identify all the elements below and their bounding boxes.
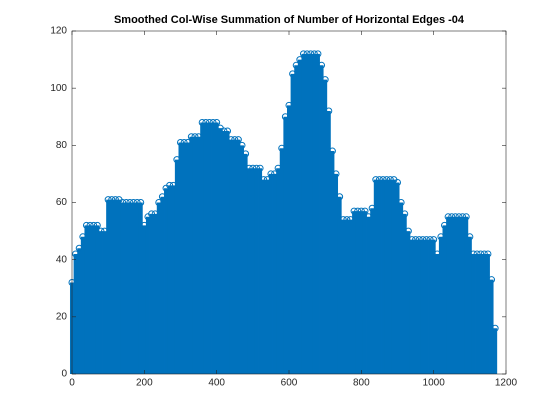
x-tick-label: 400: [208, 378, 225, 389]
x-tick-label: 800: [353, 378, 370, 389]
stem-marker: [224, 127, 232, 135]
stem-marker: [336, 193, 344, 201]
stem-marker: [430, 236, 438, 244]
stem-marker: [325, 107, 333, 115]
stem-marker: [484, 250, 492, 258]
stem-marker: [397, 199, 405, 206]
stem-marker: [404, 227, 412, 235]
x-tick-label: 600: [281, 378, 298, 389]
stem-marker: [314, 50, 322, 58]
stem-marker: [234, 136, 242, 144]
y-tick-label: 20: [56, 311, 68, 322]
stem-marker: [242, 150, 250, 158]
y-tick-label: 120: [50, 26, 67, 37]
y-tick-label: 40: [56, 254, 68, 265]
stem-marker: [466, 233, 474, 241]
stem-marker: [321, 76, 329, 84]
x-tick-label: 1000: [423, 378, 446, 389]
stem-marker: [137, 199, 145, 206]
stem-marker: [394, 178, 401, 186]
y-tick-label: 0: [61, 369, 67, 380]
stem-marker: [491, 324, 499, 332]
stem-marker: [462, 213, 470, 221]
y-tick-label: 60: [56, 197, 68, 208]
stem-marker: [93, 221, 101, 229]
x-tick-label: 0: [69, 378, 75, 389]
stem-marker: [318, 61, 326, 69]
x-tick-label: 1200: [495, 378, 518, 389]
stem-marker: [213, 118, 221, 126]
stem-marker: [401, 210, 409, 218]
stem-marker: [256, 164, 264, 172]
stem-marker: [488, 276, 496, 284]
stem-marker: [332, 170, 340, 178]
chart-title: Smoothed Col-Wise Summation of Number of…: [114, 14, 465, 26]
stem-marker: [328, 147, 336, 155]
stem-marker: [361, 207, 369, 215]
stem-marker: [238, 141, 246, 149]
x-tick-label: 200: [136, 378, 153, 389]
y-tick-label: 100: [50, 83, 67, 94]
y-tick-label: 80: [56, 140, 68, 151]
